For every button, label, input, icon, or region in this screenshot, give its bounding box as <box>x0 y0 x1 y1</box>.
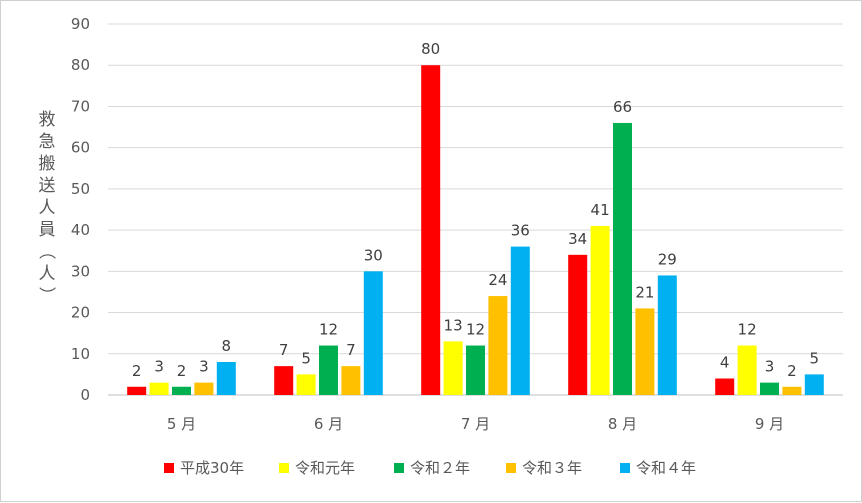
bar <box>172 386 191 395</box>
bar <box>341 366 361 395</box>
data-label: 3 <box>199 358 209 376</box>
y-tick-label: 50 <box>71 180 90 198</box>
bar <box>657 275 677 395</box>
data-label: 3 <box>765 358 775 376</box>
y-axis-label-char: （ <box>36 243 56 260</box>
data-label: 36 <box>511 222 530 240</box>
legend-label: 平成30年 <box>180 459 244 477</box>
bar <box>488 296 508 395</box>
y-axis-label-char: 送 <box>39 176 56 196</box>
x-tick-label: 9 月 <box>755 415 784 433</box>
bar <box>194 382 214 395</box>
bar <box>568 254 588 395</box>
x-tick-label: 6 月 <box>314 415 343 433</box>
data-label: 3 <box>154 358 164 376</box>
y-tick-label: 80 <box>71 56 90 74</box>
data-label: 4 <box>720 354 730 372</box>
data-label: 66 <box>613 98 632 116</box>
y-axis-label-char: 急 <box>39 132 56 152</box>
bars <box>127 65 824 395</box>
bar <box>782 386 802 395</box>
bar <box>296 374 316 395</box>
y-tick-label: 70 <box>71 97 90 115</box>
legend-label: 令和３年 <box>522 459 582 477</box>
y-tick-label: 20 <box>71 304 90 322</box>
bar <box>363 271 383 395</box>
data-label: 12 <box>466 321 485 339</box>
y-axis-ticks: 0 10 20 30 40 50 60 70 80 90 <box>71 15 90 404</box>
data-label: 2 <box>177 362 187 380</box>
y-axis-label-char: 搬 <box>39 154 56 174</box>
legend-label: 令和元年 <box>295 459 355 477</box>
x-axis-ticks: 5 月 6 月 7 月 8 月 9 月 <box>167 415 784 433</box>
data-label: 41 <box>591 201 610 219</box>
y-tick-label: 30 <box>71 262 90 280</box>
legend-label: 令和２年 <box>410 459 470 477</box>
bar <box>760 382 779 395</box>
legend-swatch <box>620 463 630 473</box>
legend-swatch <box>279 463 289 473</box>
data-label: 21 <box>635 283 654 301</box>
data-label: 7 <box>346 341 356 359</box>
legend-label: 令和４年 <box>636 459 696 477</box>
x-tick-label: 7 月 <box>461 415 490 433</box>
y-tick-label: 10 <box>71 345 90 363</box>
y-axis-label-char: 員 <box>39 220 56 240</box>
bar <box>443 341 463 395</box>
y-axis-label-char: ） <box>36 287 56 304</box>
data-label: 2 <box>132 362 142 380</box>
bar <box>613 122 632 395</box>
data-label: 5 <box>810 349 820 367</box>
data-label: 30 <box>364 246 383 264</box>
data-label: 13 <box>444 316 463 334</box>
bar <box>590 225 610 395</box>
data-label: 8 <box>222 337 232 355</box>
legend-swatch <box>394 463 404 473</box>
bar <box>466 345 485 395</box>
bar <box>421 65 441 395</box>
y-tick-label: 0 <box>80 386 90 404</box>
y-axis-label-char: 人 <box>39 198 56 218</box>
data-label: 34 <box>568 230 587 248</box>
data-label: 5 <box>301 349 311 367</box>
y-tick-label: 60 <box>71 139 90 157</box>
bar <box>510 246 530 395</box>
y-tick-label: 40 <box>71 221 90 239</box>
bar <box>635 308 655 395</box>
bar <box>274 366 294 395</box>
y-axis-label-char: 救 <box>39 110 56 130</box>
data-label: 12 <box>319 321 338 339</box>
x-tick-label: 8 月 <box>608 415 637 433</box>
bar <box>715 378 735 395</box>
gridlines <box>108 23 843 396</box>
legend-swatch <box>164 463 174 473</box>
bar <box>737 345 757 395</box>
bar <box>216 362 236 395</box>
y-tick-label: 90 <box>71 15 90 33</box>
y-axis-label-char: 人 <box>39 264 56 284</box>
bar <box>127 386 147 395</box>
bar <box>319 345 338 395</box>
bar <box>149 382 169 395</box>
legend-swatch <box>506 463 516 473</box>
legend: 平成30年 令和元年 令和２年 令和３年 令和４年 <box>164 459 696 477</box>
data-label: 29 <box>658 250 677 268</box>
data-label: 12 <box>738 321 757 339</box>
bar <box>804 374 824 395</box>
x-tick-label: 5 月 <box>167 415 196 433</box>
data-label: 2 <box>787 362 797 380</box>
data-label: 24 <box>488 271 507 289</box>
data-label: 80 <box>421 40 440 58</box>
data-label: 7 <box>279 341 289 359</box>
